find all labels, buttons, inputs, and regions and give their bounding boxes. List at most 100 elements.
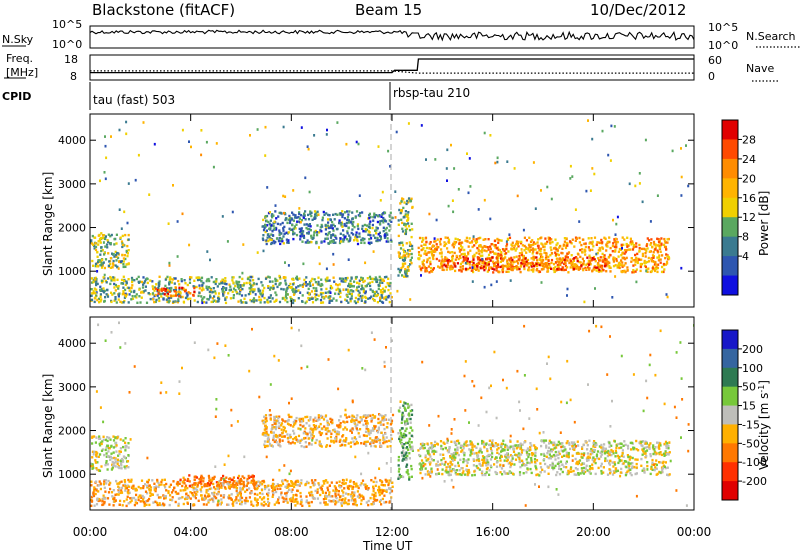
data-cell <box>274 282 277 286</box>
data-cell <box>497 265 500 269</box>
data-cell <box>389 292 392 295</box>
noise-cell <box>153 142 156 146</box>
data-cell <box>222 496 225 499</box>
data-cell <box>372 294 375 297</box>
data-cell <box>391 413 395 417</box>
data-cell <box>129 501 132 504</box>
data-cell <box>177 299 180 303</box>
data-cell <box>167 491 170 495</box>
data-cell <box>562 268 566 272</box>
data-cell <box>202 480 205 483</box>
data-cell <box>531 239 534 242</box>
data-cell <box>613 461 616 464</box>
data-cell <box>308 442 311 445</box>
noise-cell <box>123 210 126 214</box>
data-cell <box>622 243 625 246</box>
data-cell <box>295 216 298 219</box>
noise-cell <box>266 186 269 189</box>
data-cell <box>536 241 539 244</box>
data-cell <box>181 484 184 488</box>
data-cell <box>459 265 462 269</box>
data-cell <box>301 425 304 428</box>
data-cell <box>378 231 381 234</box>
data-cell <box>515 242 518 246</box>
data-cell <box>290 481 294 484</box>
data-cell <box>425 269 428 273</box>
data-cell <box>241 301 245 304</box>
data-cell <box>112 278 115 282</box>
data-cell <box>319 226 322 229</box>
data-cell <box>172 480 175 483</box>
data-cell <box>584 249 587 252</box>
data-cell <box>311 301 315 304</box>
data-cell <box>310 234 313 238</box>
data-cell <box>92 292 95 295</box>
data-cell <box>118 503 121 506</box>
data-cell <box>503 249 506 253</box>
data-cell <box>133 487 136 491</box>
data-cell <box>149 297 152 301</box>
data-cell <box>350 292 353 296</box>
data-cell <box>459 244 463 248</box>
data-cell <box>438 252 442 255</box>
data-cell <box>94 248 98 252</box>
data-cell <box>273 417 276 420</box>
data-cell <box>429 266 433 270</box>
data-cell <box>272 228 275 231</box>
data-cell <box>292 278 295 281</box>
data-cell <box>277 215 280 218</box>
data-cell <box>141 286 145 289</box>
data-cell <box>140 479 144 482</box>
data-cell <box>312 420 315 423</box>
data-cell <box>380 294 383 297</box>
data-cell <box>168 278 171 281</box>
data-cell <box>111 252 114 255</box>
data-cell <box>629 472 632 475</box>
data-cell <box>383 236 386 239</box>
data-cell <box>100 465 103 468</box>
data-cell <box>286 221 289 225</box>
data-cell <box>191 483 194 487</box>
data-cell <box>382 221 385 224</box>
data-cell <box>331 286 334 290</box>
data-cell <box>624 257 627 261</box>
data-cell <box>451 267 454 271</box>
data-cell <box>259 289 262 292</box>
data-cell <box>326 486 329 489</box>
data-cell <box>220 280 223 283</box>
data-cell <box>290 490 293 494</box>
data-cell <box>524 246 528 249</box>
data-cell <box>126 252 129 255</box>
data-cell <box>489 247 492 251</box>
data-cell <box>239 498 242 502</box>
data-cell <box>298 230 302 234</box>
data-cell <box>624 250 627 254</box>
data-cell <box>522 257 525 260</box>
data-cell <box>174 300 177 303</box>
data-cell <box>616 240 619 244</box>
data-cell <box>286 433 289 436</box>
data-cell <box>286 293 289 296</box>
data-cell <box>271 213 274 216</box>
noise-cell <box>452 210 455 214</box>
data-cell <box>343 421 346 424</box>
data-cell <box>373 292 376 296</box>
data-cell <box>237 481 240 484</box>
data-cell <box>481 473 484 477</box>
data-cell <box>289 436 292 439</box>
data-cell <box>383 427 386 431</box>
data-cell <box>258 492 262 495</box>
data-cell <box>236 483 239 487</box>
data-cell <box>102 438 105 441</box>
data-cell <box>232 296 235 300</box>
data-cell <box>295 223 298 226</box>
data-cell <box>405 274 408 277</box>
data-cell <box>340 504 343 507</box>
data-cell <box>109 235 112 238</box>
data-cell <box>403 258 406 262</box>
data-cell <box>315 211 318 215</box>
data-cell <box>228 487 231 490</box>
data-cell <box>325 280 328 283</box>
data-cell <box>575 267 578 270</box>
data-cell <box>623 252 626 255</box>
